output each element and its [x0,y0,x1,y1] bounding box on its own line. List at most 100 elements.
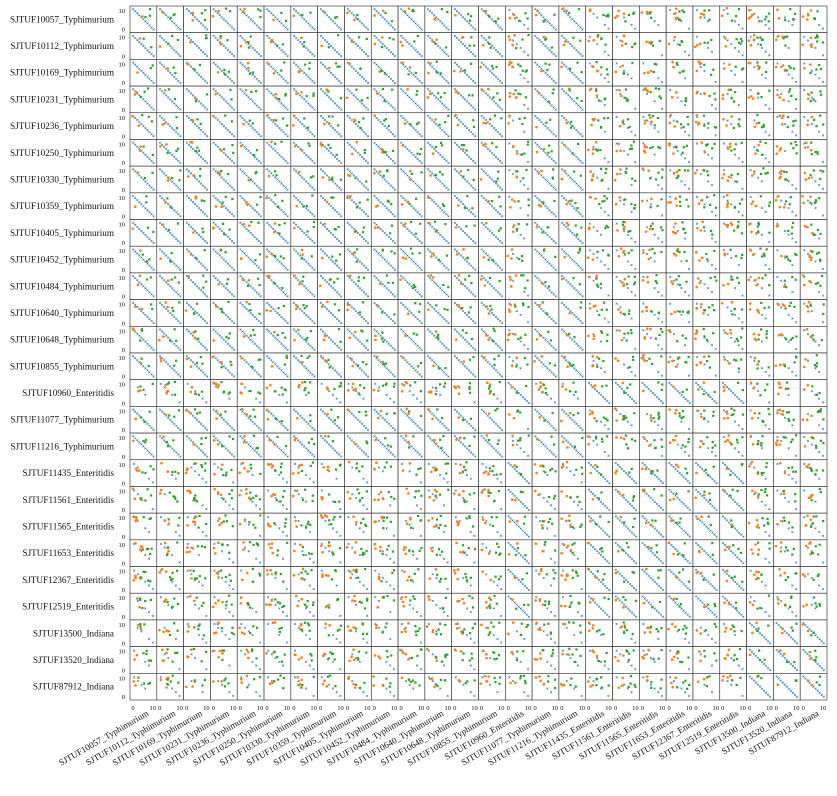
green-point [571,152,574,155]
diagonal-point [498,26,502,29]
panel-1-24 [773,32,801,60]
green-point [391,88,394,91]
green-point [627,13,631,17]
panel-5-4 [236,139,265,167]
green-point [302,275,305,278]
green-point [715,279,718,282]
panel-1-11 [424,32,452,60]
green-point [549,118,552,121]
panel-0-15 [531,5,560,33]
green-point [758,121,761,124]
green-point [761,255,764,258]
panel-5-13 [478,139,506,167]
diagonal-point [340,28,343,31]
green-point [420,147,423,151]
orange-point [618,88,621,92]
orange-point [373,114,377,117]
orange-point [535,150,539,154]
diagonal-point [538,12,541,15]
panel-7-11 [424,192,452,220]
green-point [783,279,786,282]
orange-point [220,205,223,209]
orange-point [674,7,678,11]
panel-11-19 [639,299,667,327]
green-point [649,147,652,150]
diagonal-point [187,36,190,40]
diagonal-point [420,55,423,58]
green-point [541,301,544,304]
diagonal-point [500,28,504,31]
green-point [173,97,177,101]
green-point [281,117,285,120]
diagonal-point [309,51,312,54]
green-point [517,63,520,66]
diagonal-point [216,65,219,68]
diagonal-point [301,42,304,46]
diagonal-point [490,44,494,48]
green-point [203,199,206,203]
green-point [603,301,606,304]
diagonal-point [239,8,242,11]
green-point [712,68,715,71]
orange-point [700,12,703,15]
panel-10-22 [719,272,747,300]
green-point [146,87,150,90]
green-point [703,9,706,12]
green-point [173,328,176,331]
orange-point [242,222,246,226]
panel-12-9 [370,326,399,354]
orange-point [184,309,188,312]
panel-5-24 [773,139,801,167]
diagonal-point [232,28,236,31]
green-point [329,278,332,281]
orange-point [516,152,519,155]
panel-2-14 [505,59,533,87]
orange-point [431,276,435,279]
green-point [327,90,330,93]
green-point [281,331,284,335]
orange-point [757,143,760,147]
green-point [678,43,681,46]
panel-11-5 [263,299,292,327]
green-point [275,44,279,47]
panel-9-23 [746,245,774,274]
green-point [784,19,787,22]
orange-point [622,34,626,38]
orange-point [327,121,331,125]
orange-point [217,283,220,286]
panel-7-15 [531,192,560,220]
green-point [764,70,768,74]
orange-point [212,226,215,229]
green-point [202,286,205,289]
green-point [491,259,494,262]
diagonal-point [500,55,504,58]
orange-point [139,145,142,148]
orange-point [776,8,779,11]
panel-6-18 [612,165,640,194]
orange-point [166,176,170,179]
orange-point [133,93,137,96]
panel-frame [799,219,828,247]
orange-point [803,66,806,70]
green-point [227,172,230,176]
green-point [143,177,147,180]
panel-0-21 [692,5,721,33]
orange-point [514,96,518,99]
diagonal-point [703,16,706,19]
orange-point [376,304,380,308]
diagonal-point [325,14,329,17]
green-point [812,169,815,172]
orange-point [778,149,782,152]
orange-point [435,38,438,42]
green-point [519,93,522,96]
diagonal-point [496,24,500,27]
green-point [229,88,232,91]
green-point [148,14,151,17]
green-point [652,70,655,74]
green-point [497,170,500,173]
orange-point [534,13,538,17]
green-point [605,308,608,311]
green-point [327,46,330,49]
orange-point [374,205,378,208]
green-point [760,301,763,305]
